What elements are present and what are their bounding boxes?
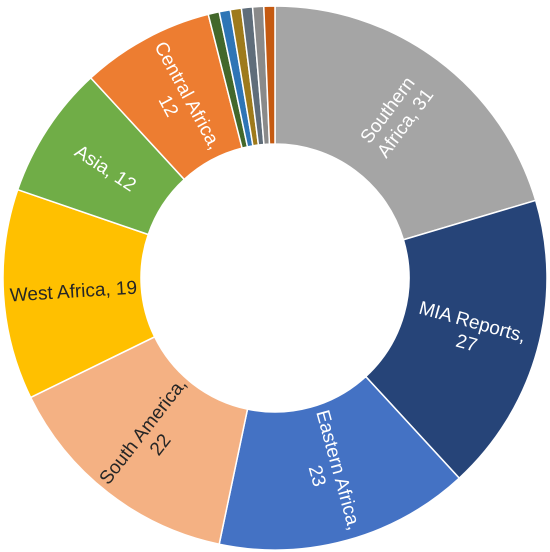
segment-mia-reports [364,199,548,480]
segment-west-africa [2,188,156,399]
donut-segments [2,5,548,551]
segment-southern-africa [274,5,537,241]
segment-south-america [29,335,249,546]
segment-eastern-africa [218,375,461,551]
segment-slice-12 [262,5,276,145]
